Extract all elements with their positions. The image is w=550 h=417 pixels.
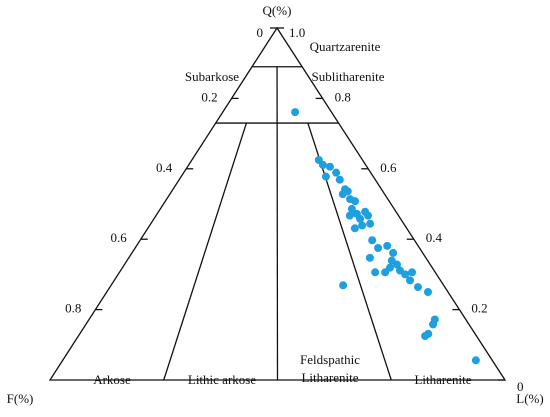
data-point [345, 211, 354, 220]
data-point [389, 248, 398, 257]
data-point [374, 244, 383, 252]
data-point [358, 221, 367, 230]
data-point [401, 270, 410, 279]
region-label: Litharenite [301, 370, 358, 385]
f-axis-title: F(%) [7, 391, 34, 406]
f-tick-label: 0.8 [65, 301, 81, 316]
q-tick-label: 0.6 [380, 160, 397, 175]
data-point [413, 283, 422, 292]
f-tick-label: 0.2 [201, 89, 217, 104]
data-point [365, 253, 374, 262]
data-point [339, 281, 348, 290]
ratio-line [163, 122, 248, 381]
q-tick-label: 0.4 [426, 230, 443, 245]
data-point [332, 168, 341, 177]
q-tick-label: 0.8 [335, 89, 351, 104]
f-tick-label: 0 [257, 25, 264, 40]
region-label: Litharenite [414, 372, 471, 387]
data-point [351, 197, 360, 206]
q-tick-label: 1.0 [289, 25, 305, 40]
l-axis-title: L(%) [516, 391, 543, 406]
data-point [350, 224, 359, 233]
region-label: Arkose [93, 372, 131, 387]
data-point [366, 219, 375, 228]
data-point [408, 268, 417, 277]
data-point [364, 211, 373, 220]
region-label: Quartzarenite [310, 39, 381, 54]
f-tick-label: 0.6 [111, 230, 128, 245]
data-point [383, 241, 392, 250]
f-tick-label: 0.4 [156, 160, 173, 175]
data-point [321, 172, 330, 181]
data-point [318, 160, 327, 169]
data-point [368, 236, 377, 245]
data-point [429, 320, 438, 329]
data-point [291, 108, 300, 117]
q-tick-label: 0 [517, 379, 524, 394]
data-point [347, 204, 356, 213]
data-point [421, 332, 430, 340]
data-point [356, 214, 365, 223]
data-point [393, 260, 402, 269]
data-point [371, 268, 380, 277]
data-point [343, 187, 352, 196]
q-axis-title: Q(%) [263, 3, 292, 18]
data-point [335, 175, 344, 184]
data-point [381, 268, 390, 277]
region-label: Sublitharenite [312, 69, 385, 84]
region-label: Feldspathic [300, 352, 360, 367]
data-point [471, 356, 480, 365]
q-tick-label: 0.2 [471, 301, 487, 316]
region-label: Subarkose [185, 69, 239, 84]
data-point [405, 276, 414, 285]
data-point [325, 162, 334, 171]
region-label: Lithic arkose [188, 372, 256, 387]
data-point [423, 288, 432, 296]
